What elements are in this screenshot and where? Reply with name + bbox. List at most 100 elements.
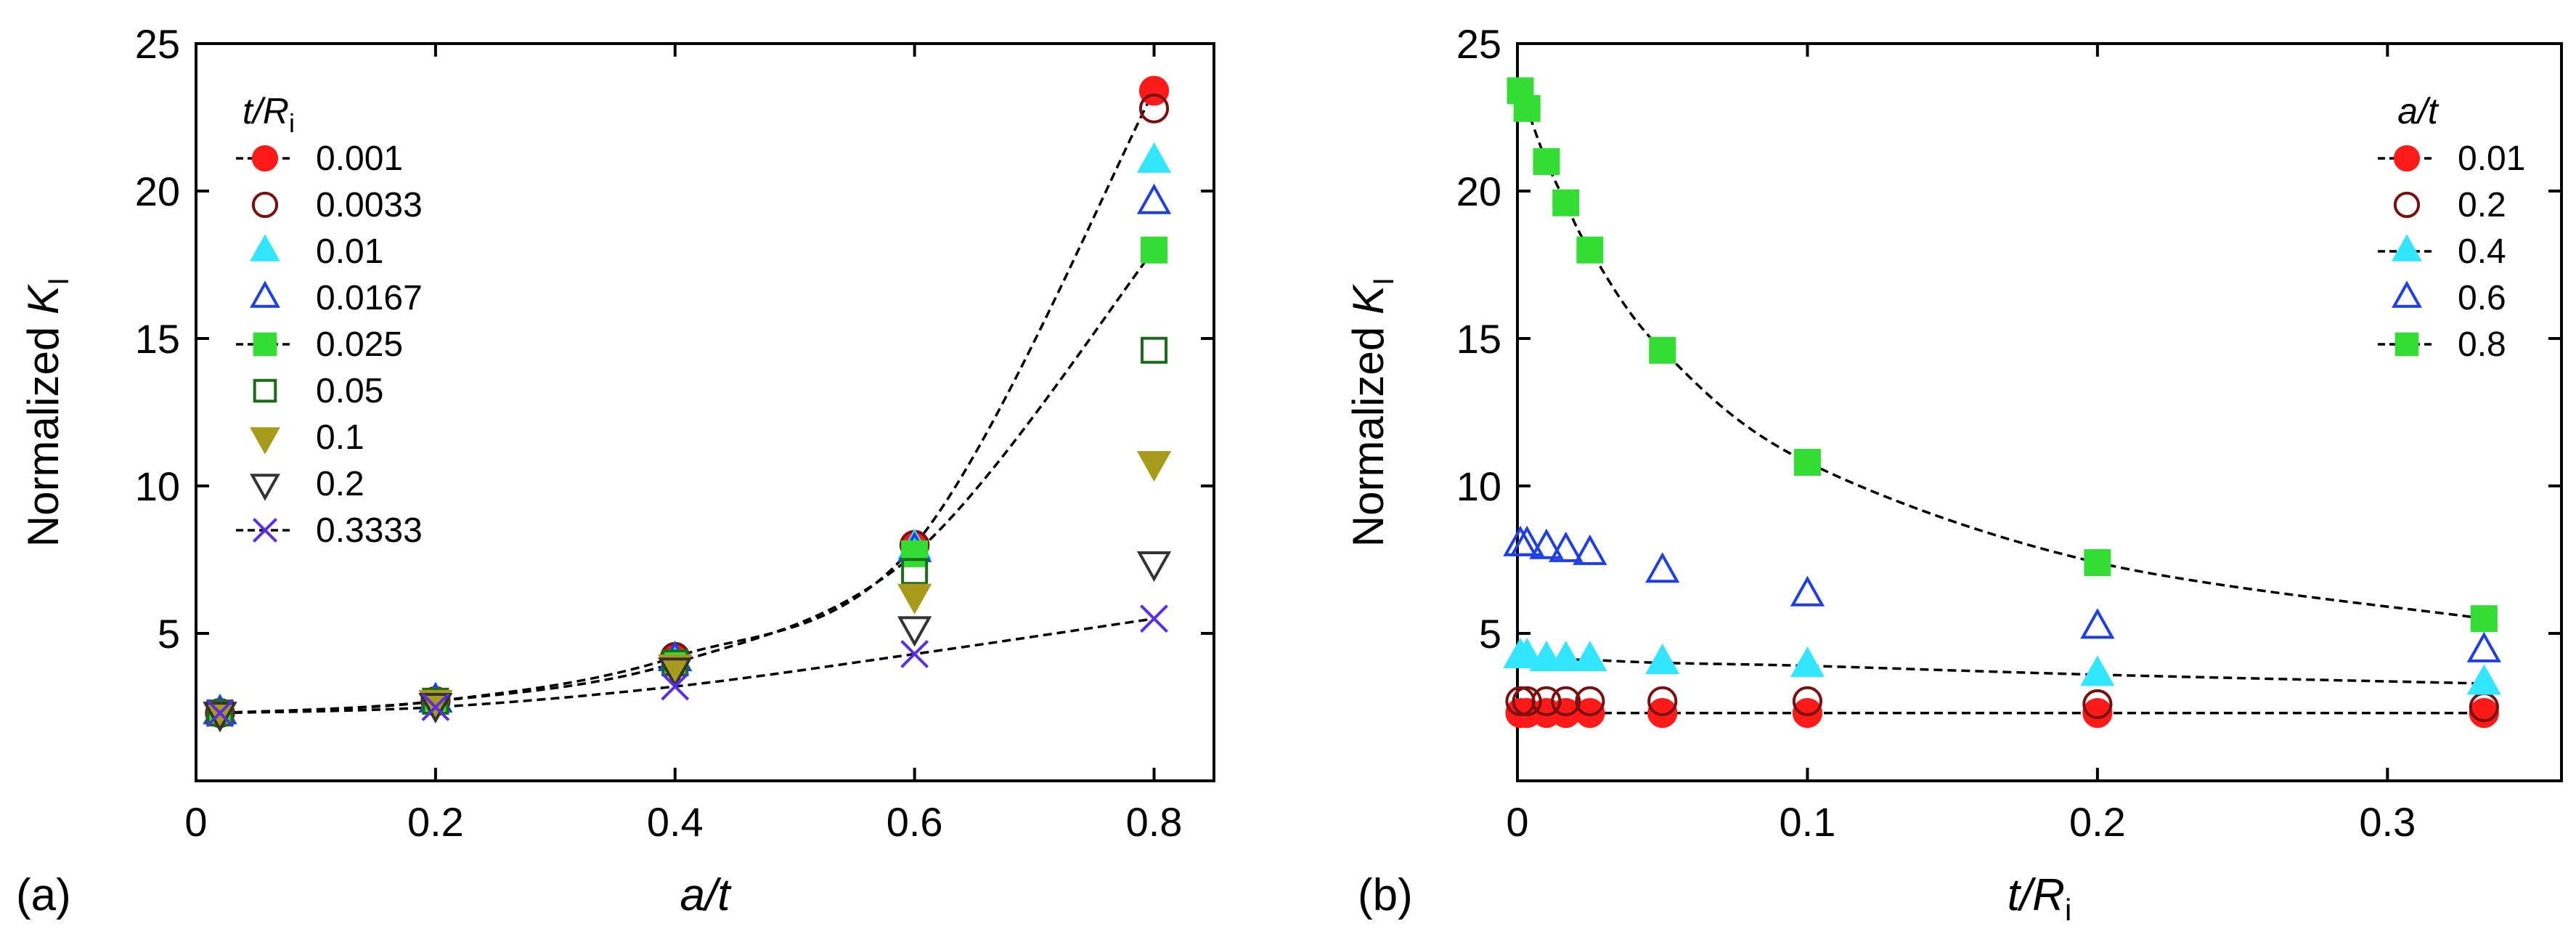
legend-item: 0.001 xyxy=(236,139,403,178)
legend-marker xyxy=(252,517,278,543)
panel-label: (b) xyxy=(1358,870,1413,920)
series-0.6 xyxy=(1503,525,2502,662)
data-point xyxy=(2466,664,2502,695)
legend-label: 0.001 xyxy=(316,139,403,178)
fit-curve xyxy=(219,249,1155,715)
series-0.4 xyxy=(1503,637,2502,695)
series-0.2 xyxy=(203,551,1172,733)
data-point xyxy=(658,657,693,689)
legend-item: 0.01 xyxy=(2378,139,2525,178)
legend-label: 0.01 xyxy=(316,232,383,271)
legend-item: 0.2 xyxy=(250,465,364,503)
legend-label: 0.025 xyxy=(316,325,403,364)
legend-item: 0.6 xyxy=(2392,279,2506,317)
data-point xyxy=(1140,604,1168,633)
data-point xyxy=(900,640,929,668)
plot-frame xyxy=(195,42,1215,782)
data-point xyxy=(2082,698,2113,729)
legend-marker xyxy=(253,378,277,403)
data-point xyxy=(1549,640,1583,672)
data-point xyxy=(1552,189,1580,216)
y-tick-label: 5 xyxy=(158,611,180,657)
y-tick-label: 20 xyxy=(1456,169,1501,214)
y-tick-label: 10 xyxy=(1456,463,1501,509)
data-point xyxy=(1573,534,1607,565)
legend-marker xyxy=(251,191,279,219)
x-tick-label: 0 xyxy=(184,799,207,845)
data-point xyxy=(2470,605,2498,633)
legend: t/Ri 0.001 0.0033 0.01 0.0167 0.025 0.05 0.1 0.2… xyxy=(236,91,423,550)
legend-marker xyxy=(251,145,279,172)
data-point xyxy=(421,693,450,721)
legend-item: 0.0033 xyxy=(251,186,423,224)
legend-label: 0.0167 xyxy=(316,279,423,317)
legend-item: 0.025 xyxy=(236,325,403,364)
data-point xyxy=(1790,575,1825,607)
data-point xyxy=(1645,552,1680,583)
legend-title: t/Ri xyxy=(242,91,295,138)
legend-item: 0.8 xyxy=(2378,325,2506,364)
data-point xyxy=(1792,698,1823,729)
y-tick-label: 15 xyxy=(135,316,180,362)
legend-label: 0.01 xyxy=(2458,139,2525,178)
legend-marker xyxy=(253,332,277,357)
data-point xyxy=(897,583,932,615)
data-point xyxy=(2469,698,2499,729)
y-axis-label: Normalized KI xyxy=(19,277,75,547)
x-tick-label: 0.6 xyxy=(886,799,943,845)
data-point-stroke xyxy=(900,640,929,668)
data-point xyxy=(1793,449,1821,476)
data-point-stroke xyxy=(205,699,235,728)
data-point xyxy=(1549,531,1583,562)
data-point xyxy=(1792,686,1823,716)
y-axis-label: Normalized KI xyxy=(1344,277,1400,547)
legend-label: 0.2 xyxy=(2458,186,2506,224)
x-tick-label: 0.3 xyxy=(2359,799,2416,845)
x-axis-label-sub: i xyxy=(2065,893,2071,927)
x-axis-label-var: t/R xyxy=(2008,870,2065,920)
legend-title: a/t xyxy=(2397,91,2440,131)
data-point xyxy=(1647,698,1678,729)
data-point xyxy=(1509,637,1544,668)
data-point xyxy=(1576,236,1604,264)
y-axis-label-var: K xyxy=(1344,283,1393,315)
data-point xyxy=(2084,549,2111,577)
legend-marker xyxy=(2393,145,2421,172)
legend-label: 0.0033 xyxy=(316,186,423,224)
legend-item: 0.2 xyxy=(2393,186,2506,224)
y-axis-label-prefix: Normalized xyxy=(19,315,68,547)
data-point xyxy=(1649,336,1676,364)
data-point xyxy=(1529,528,1564,559)
legend-marker xyxy=(250,280,280,308)
y-tick-label: 20 xyxy=(135,169,180,214)
data-point xyxy=(1575,698,1605,729)
data-point xyxy=(1575,686,1605,716)
x-axis-label: t/Ri xyxy=(2008,870,2072,927)
y-tick-label: 15 xyxy=(1456,316,1501,362)
legend-item: 0.05 xyxy=(253,372,383,410)
x-tick-label: 0.2 xyxy=(2069,799,2126,845)
series-0.3333 xyxy=(205,604,1168,728)
data-point xyxy=(1531,686,1562,716)
data-point xyxy=(661,672,690,701)
data-point xyxy=(1136,142,1172,173)
data-point xyxy=(1647,686,1678,716)
legend-label: 0.6 xyxy=(2458,279,2506,317)
x-tick-label: 0.1 xyxy=(1780,799,1836,845)
legend-label: 0.05 xyxy=(316,372,383,410)
legend-marker xyxy=(250,427,280,455)
data-point xyxy=(2082,689,2113,720)
legend-item: 0.4 xyxy=(2378,232,2506,271)
data-point xyxy=(1790,646,1825,678)
legend-marker xyxy=(250,234,280,261)
x-tick-label: 0.2 xyxy=(407,799,464,845)
y-axis-label-sub: I xyxy=(43,277,75,285)
data-point xyxy=(1141,236,1168,264)
legend-marker-stroke xyxy=(252,517,278,543)
data-point xyxy=(1512,686,1542,716)
legend-label: 0.2 xyxy=(316,465,364,503)
legend-item: 0.01 xyxy=(250,232,383,271)
